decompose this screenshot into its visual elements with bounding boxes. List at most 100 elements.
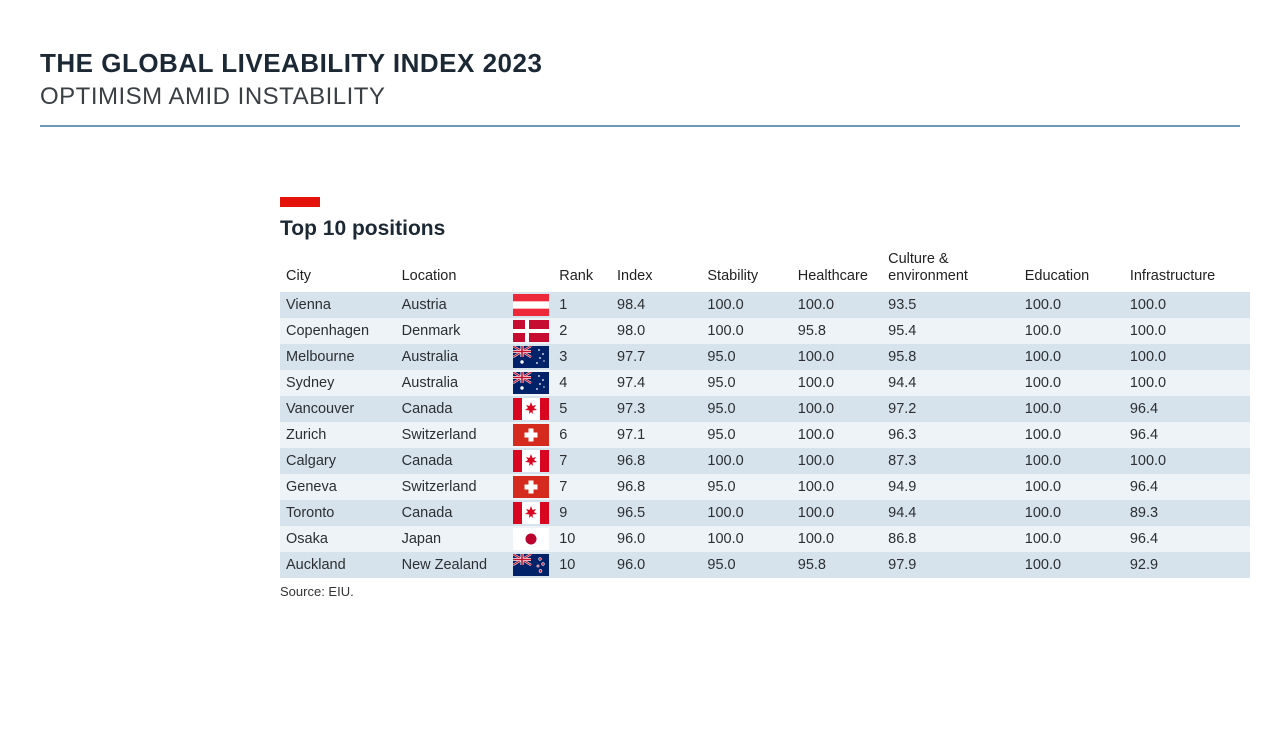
- cell-education: 100.0: [1019, 422, 1124, 448]
- cell-infra: 100.0: [1124, 292, 1250, 318]
- cell-flag: [511, 500, 553, 526]
- col-city: City: [280, 247, 396, 292]
- cell-city: Sydney: [280, 370, 396, 396]
- table-row: ViennaAustria198.4100.0100.093.5100.0100…: [280, 292, 1250, 318]
- cell-location: Denmark: [396, 318, 512, 344]
- cell-stability: 100.0: [701, 526, 791, 552]
- cell-healthcare: 95.8: [792, 318, 882, 344]
- cell-stability: 100.0: [701, 292, 791, 318]
- cell-culture: 95.8: [882, 344, 1019, 370]
- table-row: VancouverCanada597.395.0100.097.2100.096…: [280, 396, 1250, 422]
- cell-flag: [511, 552, 553, 578]
- cell-culture: 96.3: [882, 422, 1019, 448]
- cell-location: New Zealand: [396, 552, 512, 578]
- cell-infra: 96.4: [1124, 526, 1250, 552]
- cell-education: 100.0: [1019, 292, 1124, 318]
- cell-flag: [511, 370, 553, 396]
- col-index: Index: [611, 247, 701, 292]
- cell-rank: 7: [553, 474, 611, 500]
- cell-culture: 94.9: [882, 474, 1019, 500]
- cell-stability: 95.0: [701, 370, 791, 396]
- table-section: Top 10 positions City Location Rank Inde…: [280, 197, 1250, 599]
- cell-education: 100.0: [1019, 526, 1124, 552]
- cell-city: Toronto: [280, 500, 396, 526]
- cell-education: 100.0: [1019, 370, 1124, 396]
- cell-location: Canada: [396, 500, 512, 526]
- cell-infra: 96.4: [1124, 396, 1250, 422]
- cell-rank: 4: [553, 370, 611, 396]
- cell-city: Copenhagen: [280, 318, 396, 344]
- table-row: CalgaryCanada796.8100.0100.087.3100.0100…: [280, 448, 1250, 474]
- cell-city: Zurich: [280, 422, 396, 448]
- flag-at-icon: [513, 294, 549, 316]
- section-title: Top 10 positions: [280, 217, 1250, 241]
- cell-rank: 1: [553, 292, 611, 318]
- col-healthcare: Healthcare: [792, 247, 882, 292]
- flag-dk-icon: [513, 320, 549, 342]
- cell-location: Australia: [396, 370, 512, 396]
- cell-healthcare: 100.0: [792, 344, 882, 370]
- col-rank: Rank: [553, 247, 611, 292]
- table-header-row: City Location Rank Index Stability Healt…: [280, 247, 1250, 292]
- flag-ca-icon: [513, 398, 549, 420]
- cell-location: Switzerland: [396, 474, 512, 500]
- col-education: Education: [1019, 247, 1124, 292]
- cell-rank: 5: [553, 396, 611, 422]
- flag-ca-icon: [513, 450, 549, 472]
- cell-flag: [511, 474, 553, 500]
- col-culture: Culture & environment: [882, 247, 1019, 292]
- cell-healthcare: 100.0: [792, 474, 882, 500]
- accent-bar: [280, 197, 320, 207]
- cell-infra: 89.3: [1124, 500, 1250, 526]
- cell-infra: 100.0: [1124, 370, 1250, 396]
- cell-stability: 95.0: [701, 552, 791, 578]
- cell-culture: 97.2: [882, 396, 1019, 422]
- cell-healthcare: 100.0: [792, 396, 882, 422]
- cell-stability: 95.0: [701, 422, 791, 448]
- cell-index: 96.0: [611, 526, 701, 552]
- cell-healthcare: 95.8: [792, 552, 882, 578]
- cell-education: 100.0: [1019, 474, 1124, 500]
- flag-jp-icon: [513, 528, 549, 550]
- cell-culture: 97.9: [882, 552, 1019, 578]
- cell-stability: 95.0: [701, 474, 791, 500]
- col-flag: [511, 247, 553, 292]
- cell-healthcare: 100.0: [792, 500, 882, 526]
- cell-index: 97.3: [611, 396, 701, 422]
- cell-education: 100.0: [1019, 344, 1124, 370]
- cell-index: 97.4: [611, 370, 701, 396]
- cell-location: Canada: [396, 448, 512, 474]
- cell-location: Switzerland: [396, 422, 512, 448]
- cell-education: 100.0: [1019, 396, 1124, 422]
- cell-culture: 86.8: [882, 526, 1019, 552]
- cell-culture: 95.4: [882, 318, 1019, 344]
- cell-culture: 94.4: [882, 500, 1019, 526]
- cell-index: 97.7: [611, 344, 701, 370]
- cell-rank: 6: [553, 422, 611, 448]
- cell-education: 100.0: [1019, 552, 1124, 578]
- cell-healthcare: 100.0: [792, 448, 882, 474]
- cell-infra: 100.0: [1124, 448, 1250, 474]
- source-label: Source: EIU.: [280, 584, 1250, 599]
- flag-au-icon: [513, 372, 549, 394]
- cell-infra: 96.4: [1124, 474, 1250, 500]
- cell-city: Calgary: [280, 448, 396, 474]
- cell-city: Vancouver: [280, 396, 396, 422]
- flag-ch-icon: [513, 476, 549, 498]
- table-row: ZurichSwitzerland697.195.0100.096.3100.0…: [280, 422, 1250, 448]
- cell-flag: [511, 422, 553, 448]
- col-stability: Stability: [701, 247, 791, 292]
- cell-culture: 87.3: [882, 448, 1019, 474]
- table-row: TorontoCanada996.5100.0100.094.4100.089.…: [280, 500, 1250, 526]
- cell-city: Melbourne: [280, 344, 396, 370]
- cell-city: Vienna: [280, 292, 396, 318]
- cell-stability: 100.0: [701, 448, 791, 474]
- cell-location: Australia: [396, 344, 512, 370]
- col-infra: Infrastructure: [1124, 247, 1250, 292]
- cell-infra: 92.9: [1124, 552, 1250, 578]
- cell-index: 96.8: [611, 474, 701, 500]
- table-row: CopenhagenDenmark298.0100.095.895.4100.0…: [280, 318, 1250, 344]
- cell-index: 98.4: [611, 292, 701, 318]
- divider: [40, 125, 1240, 127]
- cell-rank: 10: [553, 526, 611, 552]
